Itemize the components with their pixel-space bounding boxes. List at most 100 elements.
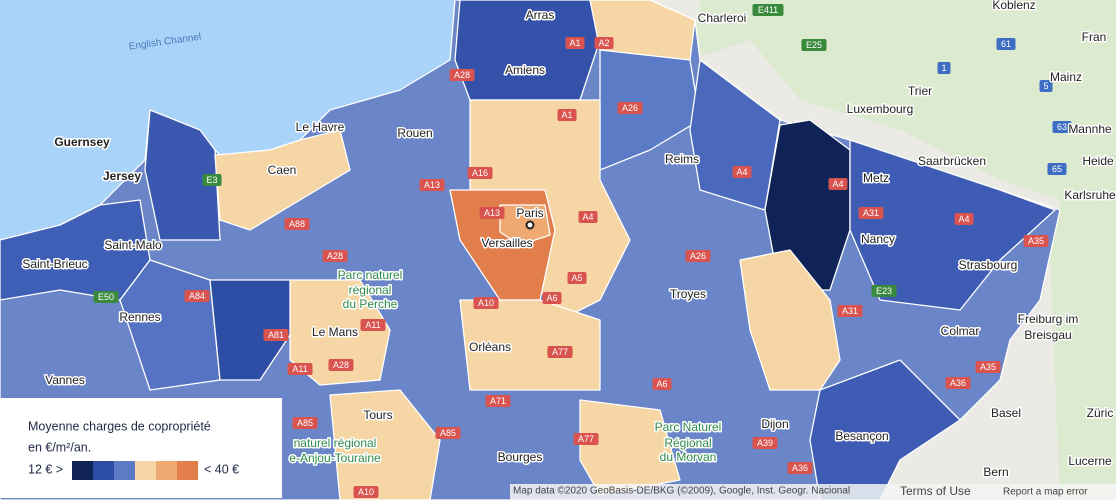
road-shield xyxy=(353,486,379,498)
place-label: Guernsey xyxy=(54,135,110,149)
road-label: A26 xyxy=(622,103,638,113)
place-label: Bern xyxy=(983,465,1008,479)
place-label: Heide xyxy=(1082,154,1114,168)
place-label: Versailles xyxy=(481,236,532,250)
road-shield xyxy=(565,37,585,49)
road-label: A16 xyxy=(472,168,488,178)
place-label: Jersey xyxy=(103,169,141,183)
road-label: A28 xyxy=(333,360,349,370)
paris-marker xyxy=(525,220,535,230)
road-label: A85 xyxy=(440,428,456,438)
road-shield xyxy=(419,179,445,191)
region xyxy=(329,389,441,500)
place-label: Rennes xyxy=(119,310,160,324)
road-shield xyxy=(467,167,493,179)
road-shield xyxy=(937,62,951,74)
road-shield xyxy=(871,285,897,297)
place-label: Freiburg im xyxy=(1018,312,1079,326)
legend-swatch xyxy=(177,461,198,480)
road-shield xyxy=(1023,235,1049,247)
road-shield xyxy=(652,378,672,390)
place-label: Arras xyxy=(526,8,555,22)
road-shield xyxy=(449,69,475,81)
road-shield xyxy=(975,361,1001,373)
road-label: A35 xyxy=(980,362,996,372)
place-label: Le Mans xyxy=(312,325,358,339)
road-shield xyxy=(328,359,354,371)
legend-min: 12 € > xyxy=(28,462,63,476)
region xyxy=(289,279,391,386)
legend-swatch xyxy=(114,461,135,480)
road-shield xyxy=(858,207,884,219)
road-label: A36 xyxy=(950,378,966,388)
road-shield xyxy=(801,39,827,51)
road-shield xyxy=(828,178,848,190)
road-label: A4 xyxy=(832,179,843,189)
road-label: A10 xyxy=(478,298,494,308)
road-shield xyxy=(322,250,348,262)
road-shield xyxy=(360,319,386,331)
region xyxy=(809,359,961,500)
road-shield xyxy=(542,292,562,304)
terms-link[interactable]: Terms of Use xyxy=(900,484,971,498)
legend-swatch xyxy=(72,461,93,480)
report-link[interactable]: Report a map error xyxy=(1003,487,1088,498)
place-label: Breisgau xyxy=(1024,328,1071,342)
region xyxy=(689,59,781,211)
park-label: e-Anjou-Touraine xyxy=(289,451,381,465)
legend-title: en €/m²/an. xyxy=(28,440,91,454)
road-label: A85 xyxy=(297,418,313,428)
region xyxy=(849,139,1056,311)
road-shield xyxy=(567,272,587,284)
road-label: A84 xyxy=(189,291,205,301)
place-label: Besançon xyxy=(835,429,888,443)
road-label: A4 xyxy=(958,214,969,224)
road-shield xyxy=(945,377,971,389)
park-label: naturel régional xyxy=(294,436,377,450)
region xyxy=(499,204,551,246)
road-label: A1 xyxy=(561,110,572,120)
place-label: Bourges xyxy=(498,450,543,464)
road-shield xyxy=(752,437,778,449)
place-label: Amiens xyxy=(505,63,545,77)
road-shield xyxy=(292,417,318,429)
road-shield xyxy=(93,291,119,303)
road-label: A6 xyxy=(546,293,557,303)
place-label: Mannhe xyxy=(1068,122,1112,136)
attribution: Map data ©2020 GeoBasis-DE/BKG (©2009), … xyxy=(513,486,850,497)
road-shield xyxy=(184,290,210,302)
place-label: Koblenz xyxy=(992,0,1035,12)
place-label: Metz xyxy=(863,171,889,185)
road-label: A36 xyxy=(792,463,808,473)
region xyxy=(459,299,601,391)
place-label: Dijon xyxy=(761,417,788,431)
road-shield xyxy=(547,346,573,358)
road-label: A31 xyxy=(842,306,858,316)
legend-max: < 40 € xyxy=(204,462,239,476)
park-label: Parc naturel xyxy=(338,268,403,282)
place-label: Saint-Brieuc xyxy=(22,257,87,271)
region xyxy=(209,279,301,381)
road-shield xyxy=(573,433,599,445)
road-label: A6 xyxy=(656,379,667,389)
place-label: Basel xyxy=(991,406,1021,420)
road-shield xyxy=(578,211,598,223)
road-shield xyxy=(837,305,863,317)
place-label: Orléans xyxy=(469,340,511,354)
road-label: 61 xyxy=(1001,39,1011,49)
region xyxy=(764,119,851,291)
park-label: Régional xyxy=(664,436,711,450)
place-label: Paris xyxy=(516,206,543,220)
road-label: 65 xyxy=(1052,164,1062,174)
road-shield xyxy=(263,329,289,341)
road-label: A13 xyxy=(424,180,440,190)
footer-bar xyxy=(510,484,1116,500)
place-label: Züric xyxy=(1087,406,1114,420)
road-label: A77 xyxy=(578,434,594,444)
place-label: Charleroi xyxy=(698,11,747,25)
road-label: A28 xyxy=(454,70,470,80)
road-label: A2 xyxy=(598,38,609,48)
road-shield xyxy=(557,109,577,121)
place-label: Caen xyxy=(268,163,297,177)
